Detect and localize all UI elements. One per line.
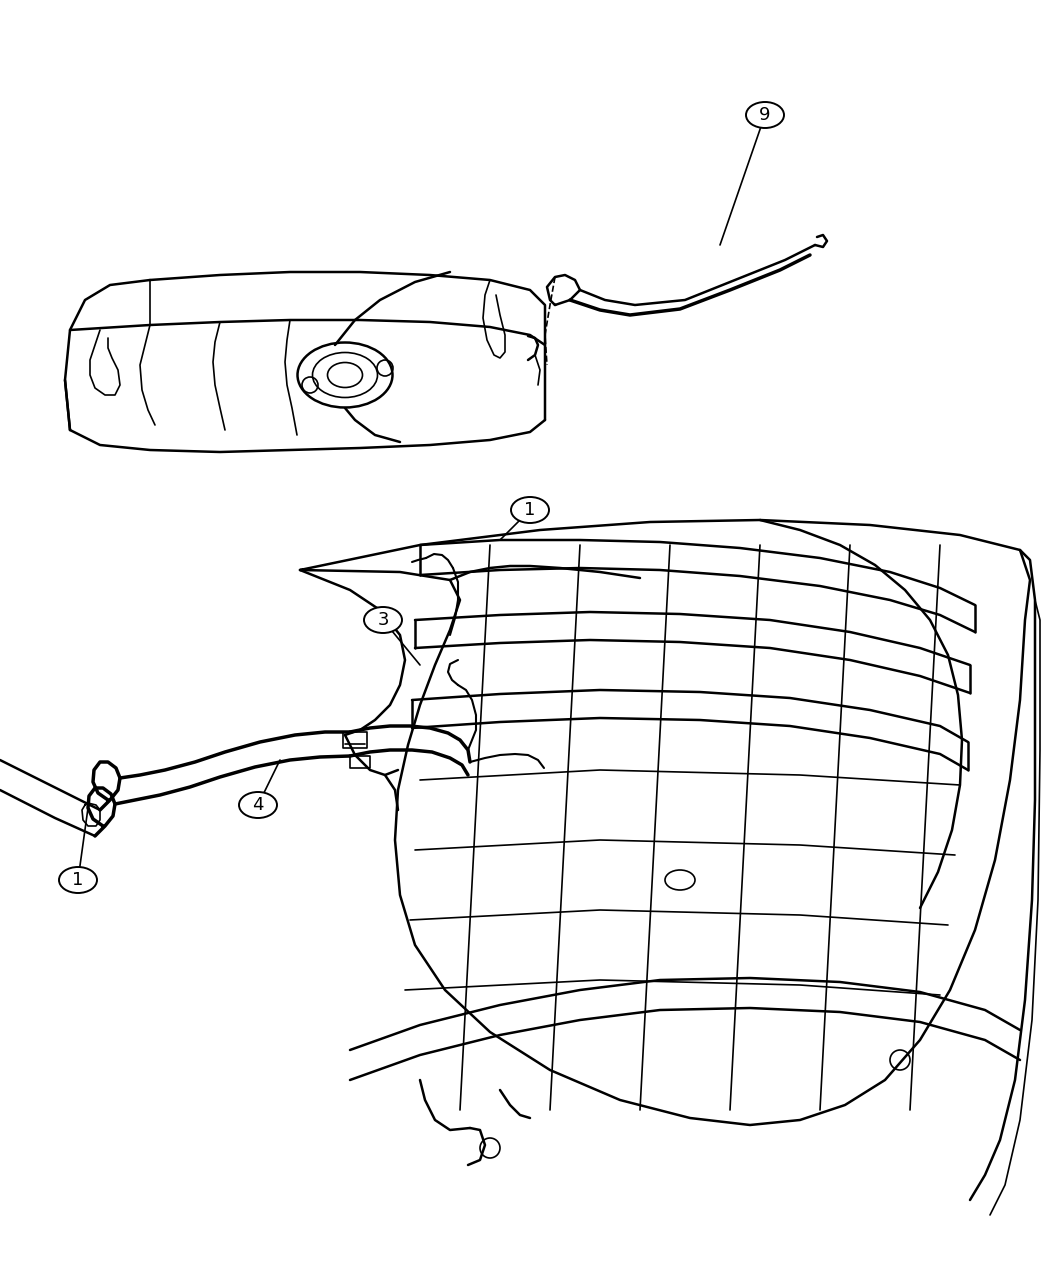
Text: 1: 1 — [524, 501, 536, 519]
Text: 3: 3 — [377, 611, 388, 629]
Ellipse shape — [364, 607, 402, 633]
Ellipse shape — [239, 792, 277, 818]
Text: 1: 1 — [72, 872, 84, 889]
Ellipse shape — [746, 102, 784, 128]
Ellipse shape — [511, 497, 549, 523]
Text: 9: 9 — [759, 106, 771, 124]
Text: 4: 4 — [252, 796, 264, 814]
Ellipse shape — [59, 866, 97, 893]
